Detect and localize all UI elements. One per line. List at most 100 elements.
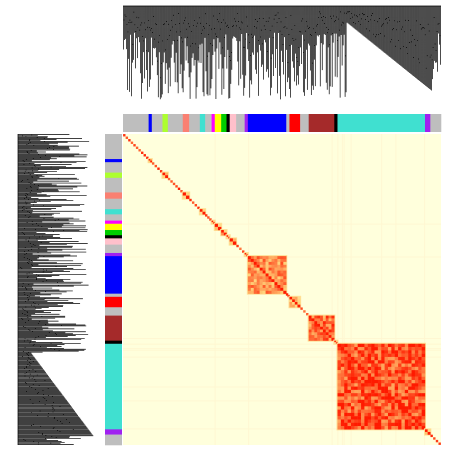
heatmap-faint-row [123, 386, 441, 388]
heatmap-cell [253, 290, 257, 294]
heatmap-cell [354, 393, 358, 397]
heatmap-cell [384, 422, 389, 427]
heatmap-cell [374, 383, 379, 387]
heatmap-cell [364, 426, 368, 430]
heatmap-diagonal-dot [151, 162, 155, 165]
heatmap-diagonal-dot [128, 139, 131, 142]
heatmap-cell [337, 412, 342, 417]
heatmap-cell [268, 273, 272, 277]
heatmap-cell [418, 363, 422, 368]
heatmap-cell [394, 412, 399, 417]
heatmap-cell [371, 370, 375, 374]
top-module-segment-grey [205, 114, 212, 132]
heatmap-cell [394, 386, 399, 391]
heatmap-cell [404, 350, 409, 354]
heatmap-cell [350, 389, 355, 394]
heatmap-cell [350, 343, 355, 348]
heatmap-cell [411, 370, 416, 374]
heatmap-cell [371, 360, 375, 364]
heatmap-cell [253, 267, 257, 271]
heatmap-cell [414, 366, 419, 371]
heatmap-cell [340, 366, 345, 371]
heatmap-cell [404, 386, 409, 391]
heatmap-cell [320, 337, 324, 341]
heatmap-cell [247, 287, 252, 291]
heatmap-cell [408, 347, 412, 351]
heatmap-cell [384, 379, 389, 384]
heatmap-cell [421, 393, 426, 397]
heatmap-cell [259, 282, 263, 286]
heatmap-cell [337, 426, 342, 430]
heatmap-cell [361, 409, 365, 414]
heatmap-cell [247, 290, 252, 294]
heatmap-cell [274, 285, 278, 289]
heatmap-cell [350, 353, 355, 358]
heatmap-cell [337, 386, 342, 391]
left-module-segment-grey [105, 214, 122, 221]
heatmap-cell [344, 396, 348, 400]
heatmap-cell [381, 422, 385, 427]
heatmap-cell [283, 270, 287, 274]
heatmap-cell [250, 256, 254, 260]
heatmap-cell [308, 329, 312, 333]
heatmap-cell [229, 241, 234, 245]
heatmap-cell [232, 241, 237, 245]
top-module-segment-grey [300, 114, 309, 132]
heatmap-cell [391, 426, 395, 430]
heatmap-cell [411, 366, 416, 371]
heatmap-cell [421, 412, 426, 417]
heatmap-cell [387, 350, 392, 354]
heatmap-cell [387, 379, 392, 384]
heatmap-cell [274, 258, 278, 263]
heatmap-cell [401, 370, 405, 374]
heatmap-cell [387, 356, 392, 361]
heatmap-cell [357, 399, 362, 404]
heatmap-cell [331, 318, 335, 322]
heatmap-cell [328, 321, 332, 325]
heatmap-cell [185, 192, 190, 196]
heatmap-cell [354, 389, 358, 394]
heatmap-cell [354, 412, 358, 417]
heatmap-cell [185, 195, 190, 199]
heatmap-cell [398, 412, 402, 417]
heatmap-cell [404, 383, 409, 387]
heatmap-cell [408, 396, 412, 400]
heatmap-cell [374, 393, 379, 397]
heatmap-cell [331, 337, 335, 341]
heatmap-faint-col [381, 134, 383, 445]
heatmap-cell [322, 323, 326, 327]
heatmap-cell [311, 332, 315, 336]
heatmap-cell [202, 211, 206, 215]
heatmap-cell [371, 386, 375, 391]
heatmap-cell [367, 376, 372, 381]
heatmap-cell [347, 363, 352, 368]
heatmap-cell [262, 267, 266, 271]
left-module-segment-grey [105, 293, 122, 298]
heatmap-cell [308, 332, 312, 336]
heatmap-cell [357, 370, 362, 374]
heatmap-cell [150, 159, 153, 161]
heatmap-cell [377, 386, 382, 391]
heatmap-cell [265, 282, 269, 286]
heatmap-cell [325, 335, 329, 339]
tom-heatmap [123, 134, 441, 445]
heatmap-cell [347, 399, 352, 404]
heatmap-cell [322, 315, 326, 319]
heatmap-cell [337, 363, 342, 368]
heatmap-cell [320, 332, 324, 336]
heatmap-cell [347, 396, 352, 400]
heatmap-cell [421, 416, 426, 420]
heatmap-cell [394, 416, 399, 420]
heatmap-cell [371, 393, 375, 397]
heatmap-diagonal-dot [189, 198, 192, 202]
heatmap-cell [162, 172, 166, 176]
heatmap-diagonal-dot [205, 214, 208, 217]
heatmap-cell [374, 403, 379, 407]
heatmap-cell [350, 416, 355, 420]
heatmap-cell [337, 383, 342, 387]
heatmap-cell [401, 353, 405, 358]
heatmap-cell [374, 363, 379, 368]
heatmap-cell [384, 356, 389, 361]
heatmap-faint-row [123, 348, 441, 350]
heatmap-cell [354, 406, 358, 410]
